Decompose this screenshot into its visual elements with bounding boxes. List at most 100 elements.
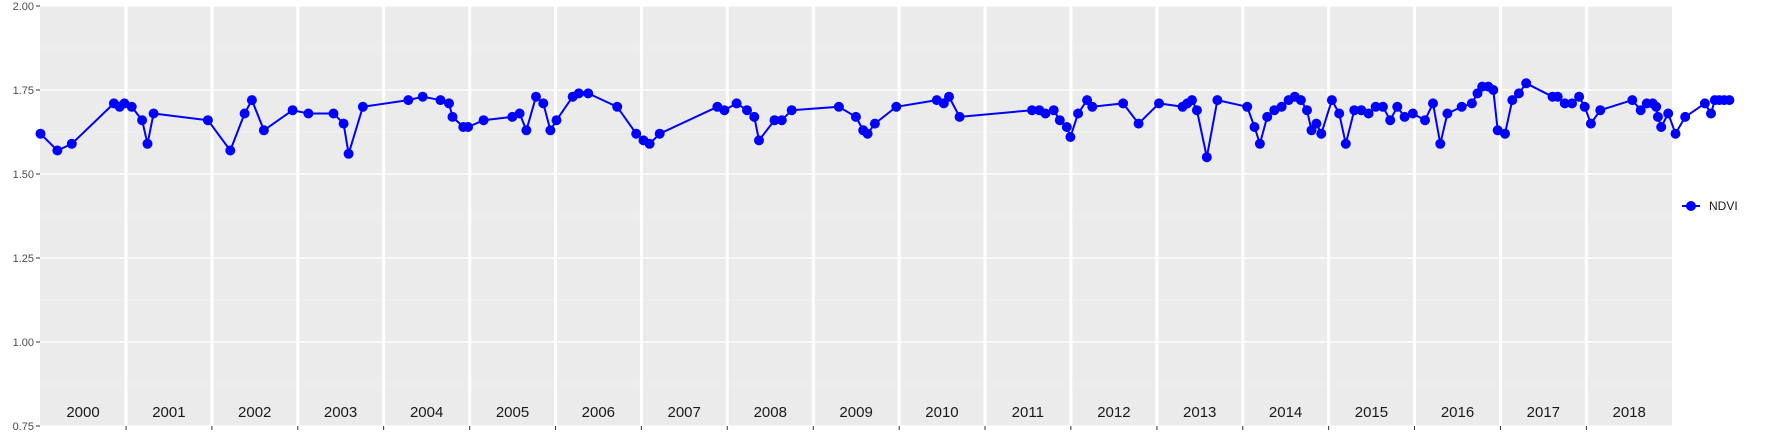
- ndvi-point: [1048, 105, 1059, 116]
- ndvi-point: [403, 95, 414, 106]
- x-axis: [125, 426, 1587, 430]
- ndvi-point: [1377, 101, 1388, 112]
- ndvi-point: [338, 118, 349, 129]
- ndvi-point: [850, 111, 861, 122]
- ndvi-point: [631, 128, 642, 139]
- ndvi-point: [1363, 108, 1374, 119]
- year-label: 2005: [496, 404, 529, 421]
- ndvi-point: [769, 115, 780, 126]
- year-label: 2017: [1527, 404, 1560, 421]
- ndvi-point: [742, 105, 752, 116]
- ndvi-point: [1488, 85, 1499, 95]
- ndvi-point: [328, 108, 339, 119]
- ndvi-point: [1635, 105, 1646, 116]
- ndvi-point: [1627, 95, 1638, 106]
- ndvi-point: [1579, 101, 1590, 112]
- ndvi-point: [1699, 98, 1710, 109]
- ndvi-point: [1370, 101, 1381, 112]
- year-label: 2016: [1441, 404, 1474, 421]
- year-label: 2014: [1269, 404, 1302, 421]
- ndvi-point: [287, 105, 298, 116]
- ndvi-point: [1595, 105, 1606, 116]
- ndvi-point: [1187, 95, 1197, 106]
- ndvi-point: [1065, 132, 1076, 142]
- year-label: 2012: [1097, 404, 1130, 421]
- year-label: 2010: [925, 404, 958, 421]
- ndvi-point: [1428, 98, 1438, 109]
- ndvi-point: [202, 115, 213, 126]
- ndvi-point: [1521, 78, 1532, 89]
- ndvi-point: [137, 115, 148, 126]
- ndvi-point: [1340, 138, 1351, 149]
- ndvi-point: [52, 145, 63, 156]
- y-tick-label: 1.75: [13, 85, 34, 97]
- series-layer: [35, 78, 1735, 163]
- ndvi-point: [303, 108, 314, 119]
- ndvi-point: [719, 105, 730, 116]
- ndvi-point: [1407, 108, 1418, 119]
- ndvi-point: [239, 108, 250, 119]
- ndvi-point: [258, 125, 269, 136]
- ndvi-point: [1456, 101, 1467, 112]
- year-label: 2008: [754, 404, 787, 421]
- year-label: 2009: [839, 404, 872, 421]
- ndvi-point: [731, 98, 742, 109]
- ndvi-point: [1242, 101, 1253, 112]
- ndvi-point: [1574, 91, 1585, 102]
- ndvi-point: [1118, 98, 1129, 109]
- ndvi-point: [749, 111, 760, 122]
- year-label: 2006: [582, 404, 615, 421]
- ndvi-point: [1154, 98, 1164, 109]
- year-label: 2011: [1012, 404, 1044, 421]
- grid-layer: [40, 5, 1672, 427]
- ndvi-point: [538, 98, 549, 109]
- ndvi-legend-marker: [1686, 201, 1696, 211]
- ndvi-point: [225, 145, 236, 156]
- y-axis: 0.75 1.00 1.25 1.50 1.75 2.00: [13, 1, 40, 433]
- ndvi-point: [1254, 138, 1265, 149]
- year-labels: 2000 2001 2002 2003 2004 2005 2006 2007 2008 2009…: [66, 404, 1646, 421]
- ndvi-point: [862, 128, 873, 139]
- ndvi-point: [1054, 115, 1065, 126]
- ndvi-point: [1295, 95, 1306, 106]
- ndvi-point: [478, 115, 489, 126]
- ndvi-point: [545, 125, 556, 136]
- year-label: 2003: [324, 404, 357, 421]
- ndvi-point: [869, 118, 880, 129]
- ndvi-point: [1442, 108, 1453, 119]
- ndvi-point: [1652, 111, 1663, 122]
- ndvi-point: [1027, 105, 1037, 116]
- ndvi-point: [1513, 88, 1524, 99]
- ndvi-point: [1724, 95, 1735, 106]
- ndvi-point: [1201, 152, 1212, 163]
- ndvi-point: [148, 108, 159, 119]
- ndvi-point: [891, 101, 902, 112]
- ndvi-point: [1326, 95, 1337, 106]
- ndvi-point: [944, 91, 954, 102]
- ndvi-point: [612, 101, 623, 112]
- ndvi-point: [444, 98, 454, 109]
- ndvi-point: [1276, 101, 1287, 112]
- ndvi-point: [1656, 122, 1667, 132]
- ndvi-legend-label: NDVI: [1709, 199, 1738, 213]
- ndvi-point: [126, 101, 137, 112]
- ndvi-point: [1706, 108, 1716, 119]
- ndvi-point: [1311, 118, 1322, 129]
- ndvi-point: [1349, 105, 1360, 116]
- ndvi-point: [1249, 122, 1260, 132]
- ndvi-point: [1061, 122, 1072, 132]
- ndvi-point: [1302, 105, 1312, 116]
- ndvi-point: [1040, 108, 1051, 119]
- year-label: 2000: [66, 404, 99, 421]
- ndvi-point: [1585, 118, 1596, 129]
- ndvi-point: [531, 91, 541, 102]
- ndvi-point: [343, 148, 354, 159]
- ndvi-point: [1663, 108, 1674, 119]
- ndvi-point: [1212, 95, 1223, 106]
- ndvi-point: [1680, 111, 1691, 122]
- ndvi-point: [35, 128, 46, 139]
- ndvi-point: [246, 95, 257, 106]
- ndvi-point: [1087, 101, 1098, 112]
- ndvi-point: [521, 125, 532, 136]
